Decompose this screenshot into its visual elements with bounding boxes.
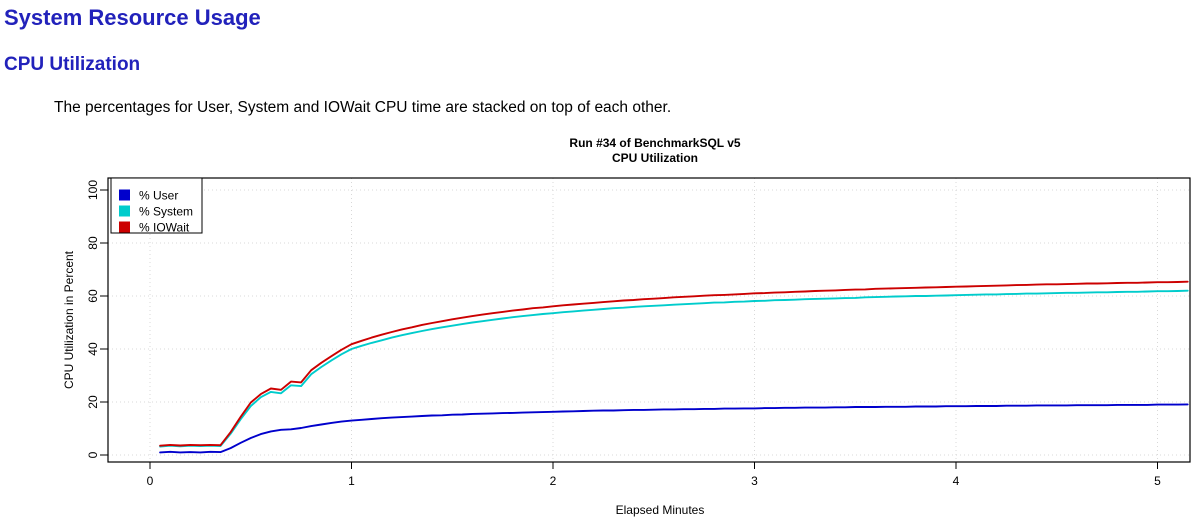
x-tick-label: 2: [550, 474, 557, 488]
y-tick-label: 20: [86, 395, 100, 409]
x-tick-label: 4: [953, 474, 960, 488]
cpu-utilization-chart: Run #34 of BenchmarkSQL v5 CPU Utilizati…: [62, 136, 1191, 517]
legend-label-iowait: % IOWait: [139, 221, 190, 235]
legend-swatch-iowait: [119, 221, 130, 233]
series-line-iowait: [159, 280, 1189, 447]
y-tick-label: 80: [86, 236, 100, 250]
legend-label-system: % System: [139, 205, 193, 219]
section-title: CPU Utilization: [4, 54, 141, 75]
legend-swatch-user: [119, 189, 130, 201]
x-axis-label: Elapsed Minutes: [616, 503, 705, 517]
series-line-user: [159, 403, 1189, 454]
series-line-system: [159, 289, 1189, 448]
plot-border: [107, 177, 1191, 463]
x-tick-label: 1: [348, 474, 355, 488]
y-tick-label: 0: [86, 451, 100, 458]
y-tick-label: 100: [86, 180, 100, 200]
y-tick-label: 60: [86, 289, 100, 303]
legend-swatch-system: [119, 205, 130, 217]
x-tick-label: 0: [147, 474, 154, 488]
plot-area: 0 20 40 60 80 100 0 1 2 3 4 5 % User % System % IOWait: [86, 177, 1191, 488]
page-title: System Resource Usage: [4, 5, 261, 30]
x-tick-label: 3: [751, 474, 758, 488]
y-axis-label: CPU Utilization in Percent: [62, 250, 76, 389]
legend-label-user: % User: [139, 189, 178, 203]
chart-title-line2: CPU Utilization: [612, 151, 698, 165]
section-description: The percentages for User, System and IOW…: [54, 99, 672, 116]
y-tick-label: 40: [86, 342, 100, 356]
x-tick-label: 5: [1154, 474, 1161, 488]
chart-title-line1: Run #34 of BenchmarkSQL v5: [569, 136, 740, 150]
